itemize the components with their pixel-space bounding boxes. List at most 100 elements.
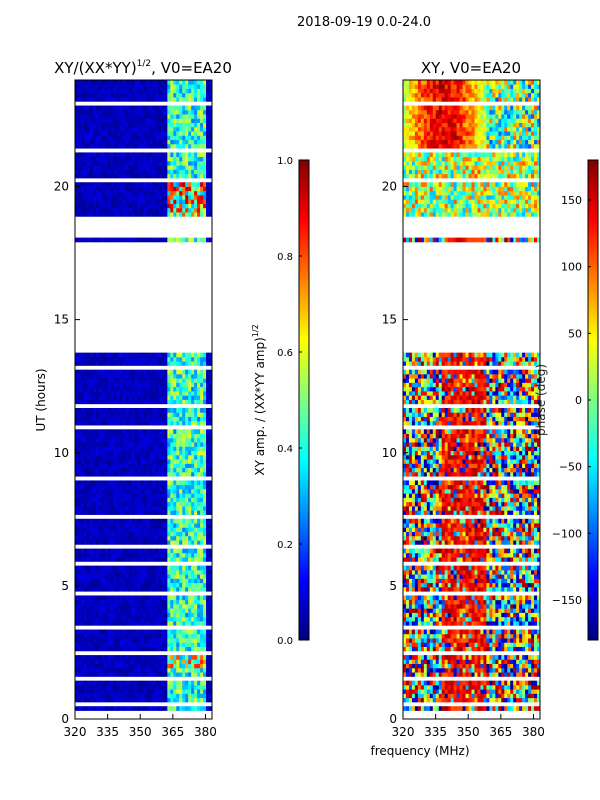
- heatmap-cell: [185, 114, 189, 119]
- heatmap-cell: [122, 373, 127, 379]
- heatmap-cell: [197, 582, 201, 588]
- heatmap-cell: [95, 160, 100, 166]
- heatmap-cell: [143, 207, 147, 213]
- heatmap-cell: [158, 131, 162, 136]
- heatmap-cell: [170, 501, 174, 507]
- heatmap-cell: [119, 642, 124, 647]
- heatmap-cell: [92, 629, 97, 635]
- heatmap-cell: [89, 408, 94, 413]
- heatmap-cell: [209, 203, 212, 209]
- heatmap-cell: [176, 237, 180, 243]
- heatmap-cell: [110, 459, 115, 464]
- heatmap-cell: [161, 557, 165, 562]
- heatmap-cell: [167, 467, 171, 473]
- heatmap-cell: [176, 663, 180, 669]
- heatmap-cell: [125, 92, 130, 98]
- heatmap-cell: [143, 693, 147, 699]
- heatmap-cell: [146, 680, 150, 686]
- y-tick-label: 5: [61, 579, 69, 593]
- heatmap-cell: [125, 437, 130, 443]
- heatmap-cell: [113, 237, 118, 243]
- heatmap-cell: [107, 497, 112, 503]
- heatmap-cell: [179, 109, 183, 115]
- heatmap-cell: [167, 488, 171, 494]
- heatmap-cell: [119, 109, 124, 115]
- heatmap-cell: [188, 126, 192, 132]
- heatmap-cell: [209, 386, 212, 392]
- heatmap-cell: [185, 603, 189, 609]
- heatmap-cell: [197, 378, 201, 383]
- heatmap-cell: [167, 122, 171, 128]
- heatmap-cell: [188, 667, 192, 673]
- heatmap-cell: [170, 442, 174, 447]
- heatmap-cell: [197, 463, 201, 469]
- heatmap-cell: [116, 595, 121, 601]
- heatmap-cell: [206, 586, 210, 592]
- heatmap-cell: [176, 88, 180, 94]
- heatmap-cell: [459, 693, 463, 699]
- heatmap-cell: [167, 195, 171, 200]
- heatmap-cell: [98, 152, 103, 158]
- heatmap-cell: [89, 361, 94, 366]
- heatmap-cell: [92, 467, 97, 473]
- heatmap-cell: [80, 680, 85, 686]
- heatmap-cell: [152, 390, 156, 396]
- heatmap-cell: [188, 203, 192, 209]
- heatmap-cell: [149, 114, 153, 119]
- heatmap-cell: [146, 386, 150, 392]
- heatmap-cell: [149, 603, 153, 609]
- heatmap-cell: [125, 540, 130, 545]
- heatmap-cell: [149, 169, 153, 175]
- heatmap-cell: [75, 152, 79, 158]
- heatmap-cell: [128, 97, 132, 102]
- heatmap-cell: [77, 126, 82, 132]
- heatmap-cell: [83, 420, 88, 426]
- heatmap-cell: [98, 527, 103, 532]
- heatmap-cell: [89, 92, 94, 98]
- heatmap-cell: [80, 467, 85, 473]
- heatmap-cell: [188, 173, 192, 179]
- heatmap-cell: [116, 378, 121, 383]
- heatmap-cell: [131, 160, 135, 166]
- heatmap-cell: [191, 92, 195, 98]
- heatmap-cell: [131, 655, 135, 660]
- heatmap-cell: [75, 408, 79, 413]
- heatmap-cell: [110, 352, 115, 358]
- heatmap-cell: [98, 369, 103, 375]
- heatmap-cell: [128, 706, 132, 711]
- heatmap-cell: [75, 493, 79, 498]
- heatmap-cell: [86, 356, 91, 362]
- heatmap-cell: [182, 621, 186, 626]
- heatmap-cell: [146, 603, 150, 609]
- heatmap-cell: [182, 429, 186, 434]
- heatmap-cell: [155, 697, 159, 703]
- heatmap-cell: [146, 442, 150, 447]
- heatmap-cell: [176, 471, 180, 477]
- heatmap-cell: [179, 97, 183, 102]
- heatmap-cell: [116, 612, 121, 618]
- heatmap-cell: [152, 480, 156, 486]
- heatmap-cell: [203, 480, 207, 486]
- heatmap-cell: [80, 697, 85, 703]
- heatmap-cell: [146, 578, 150, 584]
- heatmap-cell: [107, 471, 112, 477]
- heatmap-cell: [209, 420, 212, 426]
- heatmap-cell: [140, 156, 144, 162]
- heatmap-cell: [143, 467, 147, 473]
- heatmap-cell: [188, 139, 192, 145]
- heatmap-cell: [477, 697, 481, 703]
- heatmap-cell: [92, 152, 97, 158]
- heatmap-cell: [149, 506, 153, 511]
- heatmap-cell: [179, 621, 183, 626]
- heatmap-cell: [197, 395, 201, 400]
- heatmap-cell: [191, 689, 195, 694]
- heatmap-cell: [128, 629, 132, 635]
- heatmap-cell: [185, 633, 189, 639]
- heatmap-cell: [80, 390, 85, 396]
- heatmap-cell: [206, 212, 210, 217]
- heatmap-cell: [185, 552, 189, 558]
- heatmap-cell: [188, 608, 192, 613]
- heatmap-cell: [164, 237, 168, 243]
- heatmap-cell: [179, 633, 183, 639]
- heatmap-cell: [140, 467, 144, 473]
